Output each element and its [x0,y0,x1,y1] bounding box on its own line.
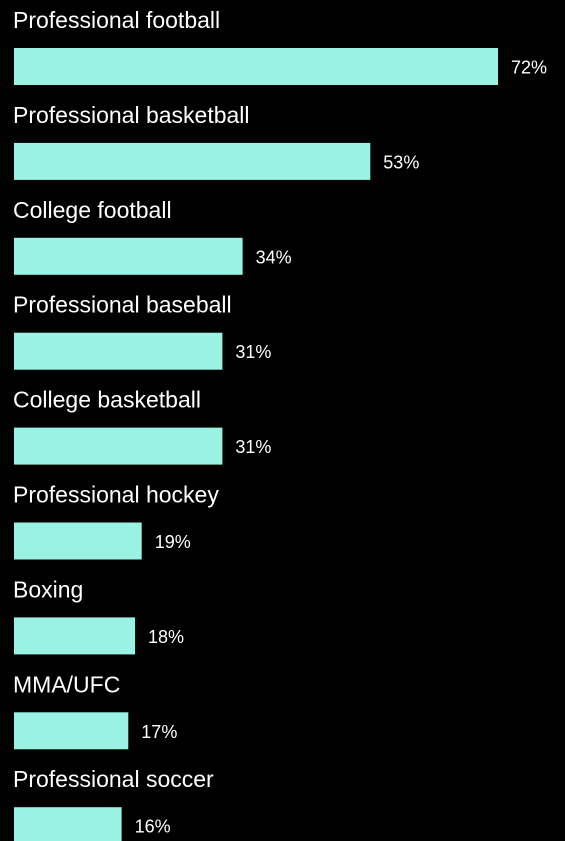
value-label: 53% [383,152,419,172]
value-label: 17% [141,722,177,742]
category-label: Boxing [13,576,83,602]
category-label: Professional basketball [13,102,250,128]
value-label: 16% [135,817,171,837]
category-label: Professional hockey [13,482,219,508]
category-label: Professional baseball [13,292,232,318]
category-label: College football [13,197,172,223]
bar [14,427,223,465]
value-label: 18% [148,627,184,647]
bar [14,617,135,655]
bar [14,332,223,370]
value-label: 34% [256,247,292,267]
bar [14,807,122,841]
bar [14,237,243,275]
category-label: College basketball [13,387,201,413]
value-label: 31% [235,437,271,457]
category-label: Professional football [13,7,220,33]
value-label: 31% [235,342,271,362]
bar [14,522,142,560]
bar [14,142,371,180]
bar [14,712,129,750]
value-label: 72% [511,58,547,78]
category-label: MMA/UFC [13,671,120,697]
bar [14,48,498,85]
value-label: 19% [155,532,191,552]
category-label: Professional soccer [13,766,214,792]
